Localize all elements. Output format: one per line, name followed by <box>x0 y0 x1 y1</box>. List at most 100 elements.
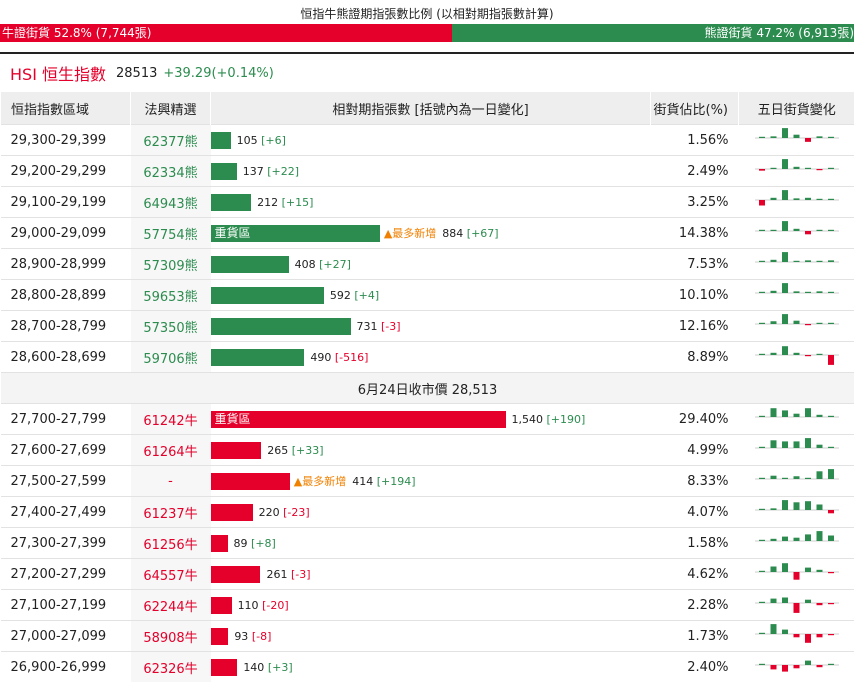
sparkline-bar <box>782 252 788 262</box>
sparkline-bar <box>770 136 776 138</box>
sparkline-bar <box>816 505 822 511</box>
count-bar-wrap: 261 [-3] <box>211 559 651 589</box>
sparkline-bar <box>805 501 811 510</box>
warrant-code-link[interactable]: 57309熊 <box>131 249 211 280</box>
warrant-code-link[interactable]: 62326牛 <box>131 652 211 683</box>
five-day-sparkline <box>755 249 839 275</box>
five-day-cell <box>739 435 854 466</box>
warrant-code-link[interactable]: 59653熊 <box>131 280 211 311</box>
table-header-row: 恒指指數區域 法興精選 相對期指張數 [括號內為一日變化] 街貨佔比(%) 五日… <box>1 92 854 125</box>
five-day-cell <box>739 404 854 435</box>
sparkline-bar <box>805 198 811 200</box>
warrant-code-link[interactable]: 61242牛 <box>131 404 211 435</box>
five-day-sparkline <box>755 311 839 337</box>
count-bar <box>211 504 253 521</box>
warrant-code-link[interactable]: 61264牛 <box>131 435 211 466</box>
range-cell: 28,600-28,699 <box>1 342 131 373</box>
sparkline-bar <box>782 190 788 200</box>
sparkline-bar <box>782 665 788 672</box>
sparkline-bar <box>759 633 765 634</box>
five-day-sparkline <box>755 404 839 430</box>
header-pct: 街貨佔比(%) <box>651 92 739 125</box>
sparkline-bar <box>805 634 811 643</box>
sparkline-bar <box>816 169 822 170</box>
warrant-code-link[interactable]: 58908牛 <box>131 621 211 652</box>
warrant-code-link[interactable]: 62334熊 <box>131 156 211 187</box>
range-cell: 27,700-27,799 <box>1 404 131 435</box>
count-number: 265 <box>267 444 292 457</box>
sparkline-bar <box>805 355 811 356</box>
five-day-sparkline <box>755 559 839 585</box>
sparkline-bar <box>782 221 788 231</box>
count-cell: 220 [-23] <box>211 497 651 528</box>
five-day-cell <box>739 559 854 590</box>
sparkline-bar <box>816 531 822 541</box>
warrant-code-link[interactable]: 61256牛 <box>131 528 211 559</box>
sparkline-bar <box>759 292 765 293</box>
count-bar <box>211 535 228 552</box>
sparkline-bar <box>782 537 788 541</box>
sparkline-bar <box>770 508 776 510</box>
sparkline-bar <box>828 230 834 231</box>
five-day-cell <box>739 280 854 311</box>
hsi-name[interactable]: HSI 恒生指數 <box>10 61 106 85</box>
warrant-code-link[interactable]: 64943熊 <box>131 187 211 218</box>
warrant-code-link[interactable]: 61237牛 <box>131 497 211 528</box>
share-pct-cell: 12.16% <box>651 311 739 342</box>
sparkline-bar <box>805 600 811 603</box>
warrant-code-link[interactable]: 64557牛 <box>131 559 211 590</box>
count-bar <box>211 163 237 180</box>
count-value: 105 [+6] <box>237 134 286 147</box>
sparkline-bar <box>770 353 776 355</box>
count-number: 140 <box>243 661 268 674</box>
sparkline-bar <box>816 354 822 355</box>
sparkline-bar <box>828 260 834 262</box>
five-day-sparkline <box>755 218 839 244</box>
five-day-sparkline <box>755 497 839 523</box>
warrant-code-link[interactable]: 62244牛 <box>131 590 211 621</box>
range-cell: 27,100-27,199 <box>1 590 131 621</box>
sparkline-bar <box>816 665 822 667</box>
sparkline-bar <box>759 200 765 206</box>
sparkline-bar <box>805 534 811 541</box>
count-bar <box>211 659 238 676</box>
share-pct-cell: 1.73% <box>651 621 739 652</box>
range-cell: 27,000-27,099 <box>1 621 131 652</box>
warrant-code-link[interactable]: 57754熊 <box>131 218 211 249</box>
sparkline-bar <box>782 598 788 604</box>
warrant-code-link[interactable]: 57350熊 <box>131 311 211 342</box>
warrant-code-link[interactable]: - <box>131 466 211 497</box>
count-change: [+33] <box>292 444 324 457</box>
sparkline-bar <box>793 441 799 448</box>
count-change: [+3] <box>268 661 293 674</box>
count-number: 89 <box>234 537 252 550</box>
count-bar <box>211 194 252 211</box>
five-day-sparkline <box>755 590 839 616</box>
share-pct-cell: 4.99% <box>651 435 739 466</box>
count-cell: 490 [-516] <box>211 342 651 373</box>
count-cell: 105 [+6] <box>211 125 651 156</box>
warrant-code-link[interactable]: 59706熊 <box>131 342 211 373</box>
count-bar-wrap: 212 [+15] <box>211 187 651 217</box>
sparkline-bar <box>770 539 776 541</box>
warrant-code-link[interactable]: 62377熊 <box>131 125 211 156</box>
